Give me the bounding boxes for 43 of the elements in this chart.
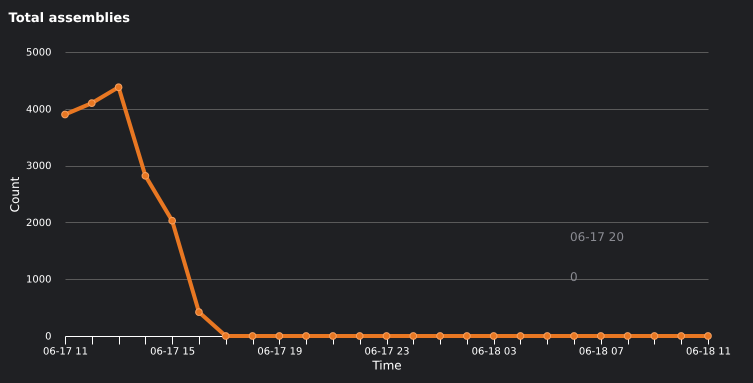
point xyxy=(195,308,203,316)
y-tick-label: 1000 xyxy=(26,274,52,286)
point xyxy=(650,332,658,340)
x-tick-label: 06-17 15 xyxy=(150,346,196,358)
point xyxy=(677,332,686,340)
point xyxy=(329,332,337,340)
point xyxy=(490,332,498,340)
y-tick-label: 0 xyxy=(45,332,52,342)
y-tick-label: 3000 xyxy=(26,161,52,172)
point xyxy=(409,332,418,340)
point xyxy=(302,332,310,340)
x-tick-label: 06-17 19 xyxy=(257,346,302,358)
point xyxy=(61,110,69,118)
point xyxy=(382,332,390,340)
y-tick-label: 2000 xyxy=(26,218,52,229)
point xyxy=(168,216,176,225)
point xyxy=(570,332,578,340)
point xyxy=(114,83,122,92)
point xyxy=(275,332,284,340)
point xyxy=(463,332,471,340)
point xyxy=(516,332,524,340)
point xyxy=(436,332,444,340)
annotation: 0 xyxy=(570,270,578,284)
y-axis-title: Count xyxy=(8,176,22,212)
annotation: 06-17 20 xyxy=(570,230,624,244)
x-tick-label: 06-18 07 xyxy=(578,346,624,358)
point xyxy=(596,332,605,340)
y-tick-label: 5000 xyxy=(26,48,52,58)
x-tick-label: 06-17 11 xyxy=(43,346,88,358)
point xyxy=(624,332,632,340)
point xyxy=(356,332,364,340)
point xyxy=(142,172,150,180)
x-axis-title: Time xyxy=(371,358,402,372)
point xyxy=(248,332,256,340)
x-tick-label: 06-17 23 xyxy=(364,346,410,358)
y-tick-label: 4000 xyxy=(26,104,52,116)
point xyxy=(222,332,230,340)
chart-title: Total assemblies xyxy=(8,11,130,26)
point xyxy=(704,332,712,340)
x-tick-label: 06-18 03 xyxy=(472,346,517,358)
point xyxy=(543,332,552,340)
point xyxy=(88,99,96,107)
x-tick-label: 06-18 11 xyxy=(686,346,731,358)
